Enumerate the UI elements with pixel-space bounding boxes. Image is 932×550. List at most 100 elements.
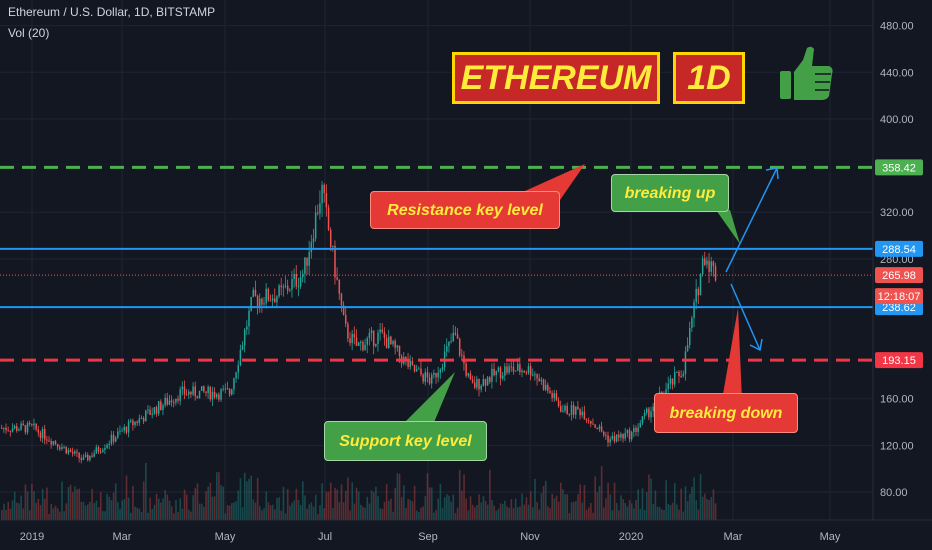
candle-body xyxy=(667,383,669,390)
volume-bar xyxy=(572,501,575,520)
volume-bar xyxy=(656,506,659,520)
candle-body xyxy=(355,337,358,346)
volume-bar xyxy=(512,508,515,520)
candle-body xyxy=(102,449,104,452)
candle-body xyxy=(123,426,126,431)
volume-bar xyxy=(237,490,240,520)
candle-body xyxy=(467,373,470,376)
candle-body xyxy=(676,371,678,373)
candle-body xyxy=(560,406,562,412)
volume-bar xyxy=(697,509,700,520)
candle-body xyxy=(648,408,650,418)
candle-body xyxy=(327,207,330,230)
candle-body xyxy=(392,340,394,345)
candle-body xyxy=(192,386,194,395)
volume-bar xyxy=(302,481,304,520)
volume-bar xyxy=(624,503,627,520)
time-tick-label: Mar xyxy=(113,531,132,543)
volume-bar xyxy=(289,505,291,520)
candle-body xyxy=(24,425,27,433)
volume-bar xyxy=(196,483,199,520)
candle-body xyxy=(9,430,12,432)
candle-body xyxy=(84,454,87,458)
candle-body xyxy=(37,429,40,433)
volume-bar xyxy=(312,506,315,520)
volume-bar xyxy=(188,509,190,520)
volume-bar xyxy=(704,493,706,520)
volume-bar xyxy=(168,500,171,520)
volume-bar xyxy=(259,506,261,520)
candle-body xyxy=(319,203,321,214)
volume-bar xyxy=(476,504,478,520)
volume-bar xyxy=(192,495,194,520)
down-trajectory-line xyxy=(730,283,761,351)
volume-bar xyxy=(87,504,89,520)
volume-bar xyxy=(362,506,364,520)
down-arrowhead xyxy=(749,338,763,352)
candle-body xyxy=(622,433,624,439)
volume-bar xyxy=(31,483,33,520)
volume-bar xyxy=(628,500,631,520)
candle-body xyxy=(243,329,246,346)
volume-bar xyxy=(127,497,130,520)
volume-bar xyxy=(203,506,205,520)
volume-bar xyxy=(37,498,40,520)
volume-bar xyxy=(523,504,526,520)
level-price-text: 238.62 xyxy=(882,302,916,314)
volume-bar xyxy=(280,510,283,520)
volume-bar xyxy=(712,489,715,520)
volume-bar xyxy=(566,494,569,520)
volume-bar xyxy=(233,502,235,520)
candle-body xyxy=(241,345,244,350)
candle-body xyxy=(166,397,169,405)
volume-bar xyxy=(80,501,83,520)
volume-bar xyxy=(136,507,139,520)
candle-body xyxy=(269,300,272,302)
volume-bar xyxy=(413,485,416,520)
candle-body xyxy=(67,449,70,454)
volume-bar xyxy=(351,482,354,520)
candle-body xyxy=(33,423,35,426)
volume-bar xyxy=(134,506,136,520)
volume-bar xyxy=(78,488,80,520)
candle-body xyxy=(162,405,164,410)
candle-body xyxy=(405,356,407,360)
volume-bar xyxy=(510,499,513,520)
volume-bar xyxy=(132,485,134,520)
volume-bar xyxy=(82,501,85,520)
candle-body xyxy=(450,341,452,343)
candle-body xyxy=(237,365,239,373)
candle-body xyxy=(7,430,9,432)
candle-body xyxy=(691,317,693,329)
volume-bar xyxy=(504,500,506,520)
candle-body xyxy=(65,446,67,454)
candle-body xyxy=(211,391,214,400)
volume-bar xyxy=(411,501,414,520)
candle-body xyxy=(248,310,250,327)
volume-bar xyxy=(52,508,55,520)
candle-body xyxy=(538,378,540,382)
volume-bar xyxy=(443,497,446,520)
candle-body xyxy=(422,374,424,382)
volume-bar xyxy=(209,482,212,520)
candle-body xyxy=(529,366,532,376)
candle-body xyxy=(594,424,596,428)
candle-body xyxy=(628,430,631,440)
volume-bar xyxy=(61,481,63,520)
volume-bar xyxy=(517,507,519,520)
volume-bar xyxy=(532,507,534,520)
candle-body xyxy=(695,288,697,303)
volume-bar xyxy=(147,512,149,520)
candle-body xyxy=(469,373,472,380)
volume-bar xyxy=(594,476,596,520)
candle-body xyxy=(590,420,592,424)
volume-bar xyxy=(508,507,510,520)
candle-body xyxy=(437,372,439,378)
volume-bar xyxy=(3,503,5,520)
candle-body xyxy=(61,447,63,450)
time-tick-label: 2019 xyxy=(20,531,44,543)
candle-body xyxy=(452,332,454,342)
volume-bar xyxy=(226,504,229,520)
volume-bar xyxy=(463,474,465,520)
volume-bar xyxy=(538,509,541,520)
